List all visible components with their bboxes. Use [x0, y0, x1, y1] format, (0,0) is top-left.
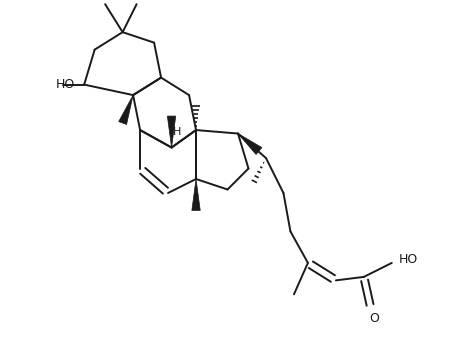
- Text: HO: HO: [56, 78, 75, 91]
- Text: HO: HO: [399, 253, 418, 266]
- Text: O: O: [370, 312, 379, 325]
- Polygon shape: [192, 179, 200, 211]
- Polygon shape: [238, 133, 262, 154]
- Polygon shape: [167, 116, 176, 147]
- Text: H: H: [173, 127, 181, 137]
- Polygon shape: [119, 95, 133, 125]
